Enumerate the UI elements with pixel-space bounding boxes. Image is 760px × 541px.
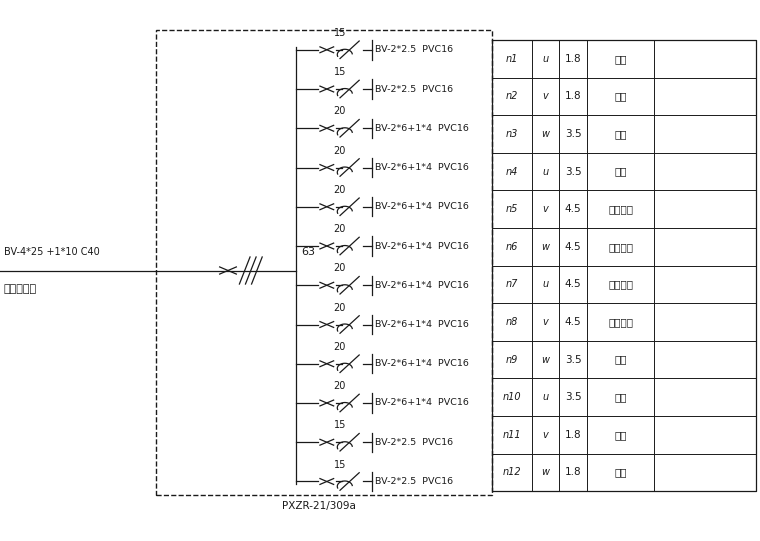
Text: 空调插座: 空调插座 <box>608 242 633 252</box>
Text: n6: n6 <box>506 242 518 252</box>
Text: BV-2*6+1*4  PVC16: BV-2*6+1*4 PVC16 <box>375 202 470 211</box>
Text: 4.5: 4.5 <box>565 317 581 327</box>
Text: 1.8: 1.8 <box>565 91 581 101</box>
Text: w: w <box>541 355 549 365</box>
Text: BV-2*6+1*4  PVC16: BV-2*6+1*4 PVC16 <box>375 320 470 329</box>
Text: 20: 20 <box>334 381 346 391</box>
Text: n4: n4 <box>506 167 518 176</box>
Text: 1.8: 1.8 <box>565 54 581 64</box>
Text: BV-2*6+1*4  PVC16: BV-2*6+1*4 PVC16 <box>375 359 470 368</box>
Text: BV-2*6+1*4  PVC16: BV-2*6+1*4 PVC16 <box>375 399 470 407</box>
Text: PXZR-21/309a: PXZR-21/309a <box>282 501 356 511</box>
Text: 插座: 插座 <box>614 355 627 365</box>
Text: 20: 20 <box>334 224 346 234</box>
Text: n2: n2 <box>506 91 518 101</box>
Text: 4.5: 4.5 <box>565 242 581 252</box>
Text: v: v <box>543 204 548 214</box>
Text: n3: n3 <box>506 129 518 139</box>
Text: 20: 20 <box>334 302 346 313</box>
Text: u: u <box>542 280 549 289</box>
Text: u: u <box>542 167 549 176</box>
Text: n8: n8 <box>506 317 518 327</box>
Text: n10: n10 <box>503 392 521 402</box>
Text: 1.8: 1.8 <box>565 430 581 440</box>
Text: BV-4*25 +1*10 C40: BV-4*25 +1*10 C40 <box>4 247 100 257</box>
Text: n11: n11 <box>503 430 521 440</box>
Text: 15: 15 <box>334 420 346 430</box>
Text: 15: 15 <box>334 460 346 470</box>
Text: n9: n9 <box>506 355 518 365</box>
Text: BV-2*2.5  PVC16: BV-2*2.5 PVC16 <box>375 477 454 486</box>
Text: n5: n5 <box>506 204 518 214</box>
Text: n12: n12 <box>503 467 521 477</box>
Text: 路灯: 路灯 <box>614 430 627 440</box>
Text: 空调插座: 空调插座 <box>608 280 633 289</box>
Text: 4.5: 4.5 <box>565 204 581 214</box>
Text: 1.8: 1.8 <box>565 467 581 477</box>
Text: n1: n1 <box>506 54 518 64</box>
Text: 20: 20 <box>334 146 346 156</box>
Text: v: v <box>543 317 548 327</box>
Text: BV-2*6+1*4  PVC16: BV-2*6+1*4 PVC16 <box>375 281 470 290</box>
Text: n7: n7 <box>506 280 518 289</box>
Text: 照明: 照明 <box>614 467 627 477</box>
Text: BV-2*6+1*4  PVC16: BV-2*6+1*4 PVC16 <box>375 241 470 250</box>
Text: 照明: 照明 <box>614 91 627 101</box>
Text: 空调插座: 空调插座 <box>608 317 633 327</box>
Text: BV-2*2.5  PVC16: BV-2*2.5 PVC16 <box>375 84 454 94</box>
Text: 20: 20 <box>334 185 346 195</box>
Text: 3.5: 3.5 <box>565 167 581 176</box>
Text: 3.5: 3.5 <box>565 129 581 139</box>
Text: w: w <box>541 242 549 252</box>
Text: 插座: 插座 <box>614 167 627 176</box>
Text: 3.5: 3.5 <box>565 355 581 365</box>
Text: BV-2*2.5  PVC16: BV-2*2.5 PVC16 <box>375 45 454 54</box>
Text: u: u <box>542 392 549 402</box>
Text: 接市政电源: 接市政电源 <box>4 284 37 294</box>
Text: BV-2*6+1*4  PVC16: BV-2*6+1*4 PVC16 <box>375 124 470 133</box>
Text: 空调插座: 空调插座 <box>608 204 633 214</box>
Text: 20: 20 <box>334 263 346 273</box>
Text: u: u <box>542 54 549 64</box>
Text: v: v <box>543 430 548 440</box>
Text: 15: 15 <box>334 67 346 77</box>
Text: w: w <box>541 129 549 139</box>
Text: 插座: 插座 <box>614 392 627 402</box>
Text: w: w <box>541 467 549 477</box>
Text: BV-2*6+1*4  PVC16: BV-2*6+1*4 PVC16 <box>375 163 470 172</box>
Text: BV-2*2.5  PVC16: BV-2*2.5 PVC16 <box>375 438 454 447</box>
Text: 3.5: 3.5 <box>565 392 581 402</box>
Text: 插座: 插座 <box>614 129 627 139</box>
Text: 4.5: 4.5 <box>565 280 581 289</box>
Text: 20: 20 <box>334 342 346 352</box>
Text: 15: 15 <box>334 28 346 38</box>
Text: 20: 20 <box>334 107 346 116</box>
Text: 63: 63 <box>301 247 315 257</box>
Text: 路灯: 路灯 <box>614 54 627 64</box>
Text: v: v <box>543 91 548 101</box>
